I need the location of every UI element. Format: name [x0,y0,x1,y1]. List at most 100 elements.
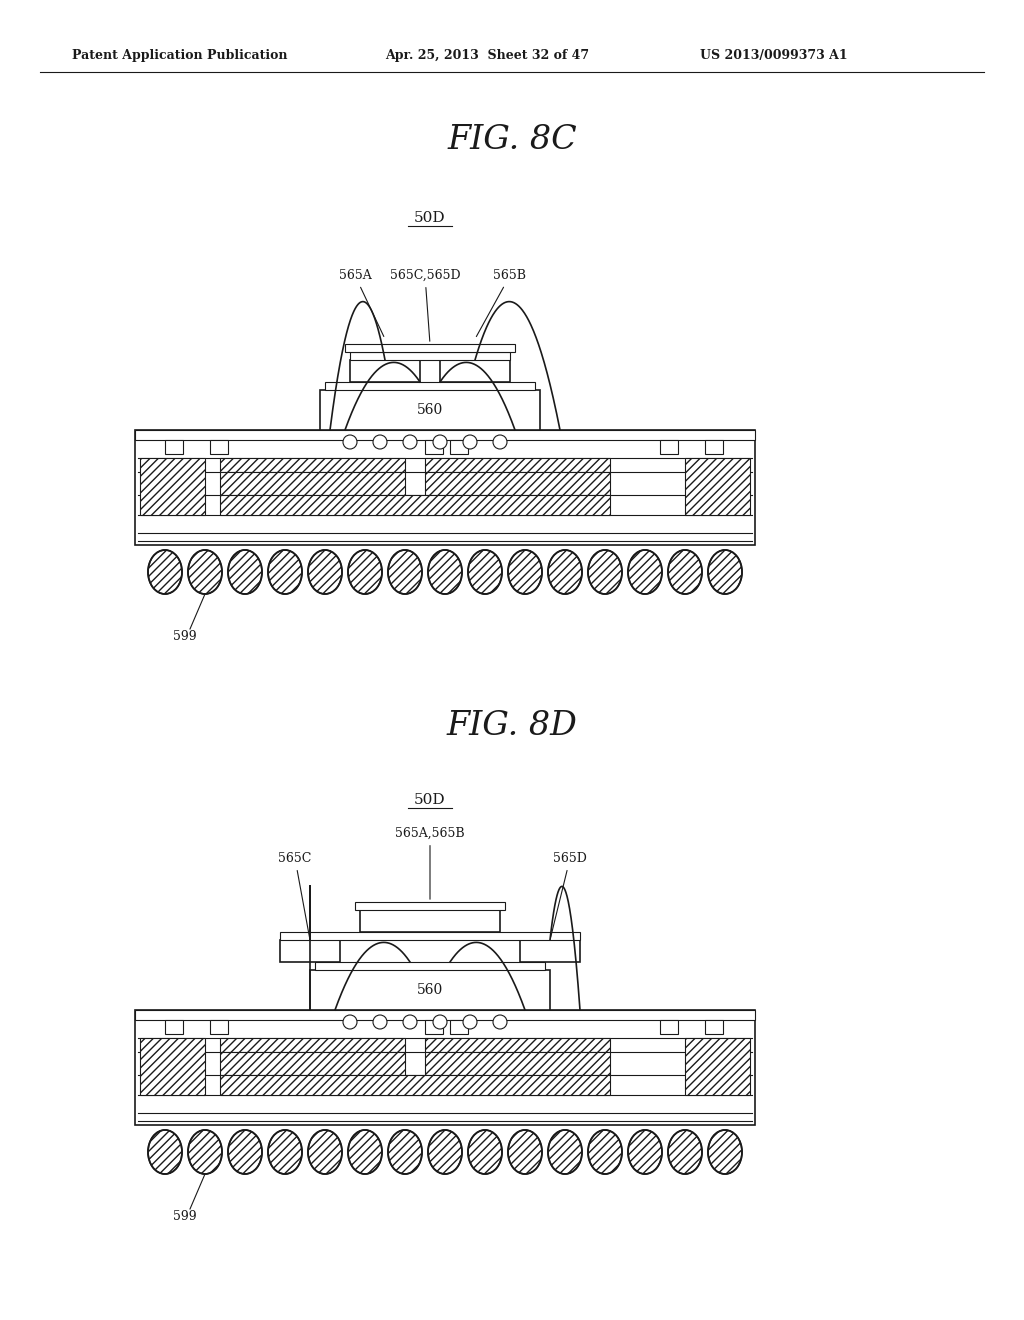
Bar [165,1020,183,1034]
Ellipse shape [268,1130,302,1173]
Circle shape [433,1015,447,1030]
Ellipse shape [428,550,462,594]
Text: 50D: 50D [414,793,445,807]
Text: US 2013/0099373 A1: US 2013/0099373 A1 [700,49,848,62]
Ellipse shape [628,1130,662,1173]
Text: 565C,565D: 565C,565D [390,269,461,342]
Text: 565A: 565A [339,269,384,337]
Bar [310,970,550,1010]
Circle shape [493,1015,507,1030]
Ellipse shape [508,550,542,594]
Ellipse shape [588,1130,622,1173]
Ellipse shape [308,1130,342,1173]
Bar [660,1020,678,1034]
Bar [280,940,340,962]
Bar [450,1020,468,1034]
Circle shape [373,1015,387,1030]
Ellipse shape [548,550,582,594]
Bar [325,381,535,389]
Text: 565D: 565D [551,851,587,937]
Ellipse shape [628,550,662,594]
Bar [425,440,443,454]
Text: 565C: 565C [279,851,311,937]
Ellipse shape [188,1130,222,1173]
Ellipse shape [348,550,382,594]
Bar [220,1074,610,1096]
Bar [315,962,545,970]
Bar [450,440,468,454]
Bar [280,932,580,940]
Bar [350,360,420,381]
Text: 560: 560 [417,403,443,417]
Text: Patent Application Publication: Patent Application Publication [72,49,288,62]
Bar [685,458,750,515]
Ellipse shape [668,1130,702,1173]
Circle shape [403,1015,417,1030]
Ellipse shape [228,550,262,594]
Bar [425,458,610,473]
Text: Apr. 25, 2013  Sheet 32 of 47: Apr. 25, 2013 Sheet 32 of 47 [385,49,589,62]
Text: FIG. 8C: FIG. 8C [447,124,577,156]
Bar [135,1010,755,1020]
Bar [705,1020,723,1034]
Circle shape [343,436,357,449]
Text: 599: 599 [173,630,197,643]
Circle shape [463,436,477,449]
Circle shape [343,1015,357,1030]
Ellipse shape [588,550,622,594]
Bar [135,1010,755,1125]
Bar [660,440,678,454]
Ellipse shape [348,1130,382,1173]
Text: 565B: 565B [476,269,526,337]
Bar [220,1052,406,1074]
Bar [210,1020,228,1034]
Text: 565A,565B: 565A,565B [395,828,465,899]
Bar [425,1038,610,1052]
Ellipse shape [668,550,702,594]
Circle shape [373,436,387,449]
Ellipse shape [708,550,742,594]
Bar [440,360,510,381]
Bar [705,440,723,454]
Ellipse shape [508,1130,542,1173]
Bar [220,473,406,495]
Ellipse shape [268,550,302,594]
Ellipse shape [148,1130,182,1173]
Ellipse shape [188,550,222,594]
Ellipse shape [388,1130,422,1173]
Bar [520,940,580,962]
Bar [360,909,500,932]
Bar [140,458,205,515]
Bar [135,430,755,545]
Circle shape [463,1015,477,1030]
Bar [425,1052,610,1074]
Ellipse shape [228,1130,262,1173]
Ellipse shape [148,550,182,594]
Text: 599: 599 [173,1210,197,1224]
Bar [220,1038,406,1052]
Bar [355,902,505,909]
Bar [350,352,510,360]
Bar [140,1038,205,1096]
Text: 50D: 50D [414,211,445,224]
Ellipse shape [468,550,502,594]
Bar [165,440,183,454]
Circle shape [493,436,507,449]
Ellipse shape [388,550,422,594]
Bar [425,1020,443,1034]
Ellipse shape [308,550,342,594]
Circle shape [403,436,417,449]
Bar [319,389,540,430]
Bar [345,345,515,352]
Ellipse shape [548,1130,582,1173]
Circle shape [433,436,447,449]
Text: FIG. 8D: FIG. 8D [446,710,578,742]
Bar [135,430,755,440]
Bar [210,440,228,454]
Bar [220,495,610,515]
Ellipse shape [468,1130,502,1173]
Ellipse shape [708,1130,742,1173]
Ellipse shape [428,1130,462,1173]
Bar [685,1038,750,1096]
Bar [220,458,406,473]
